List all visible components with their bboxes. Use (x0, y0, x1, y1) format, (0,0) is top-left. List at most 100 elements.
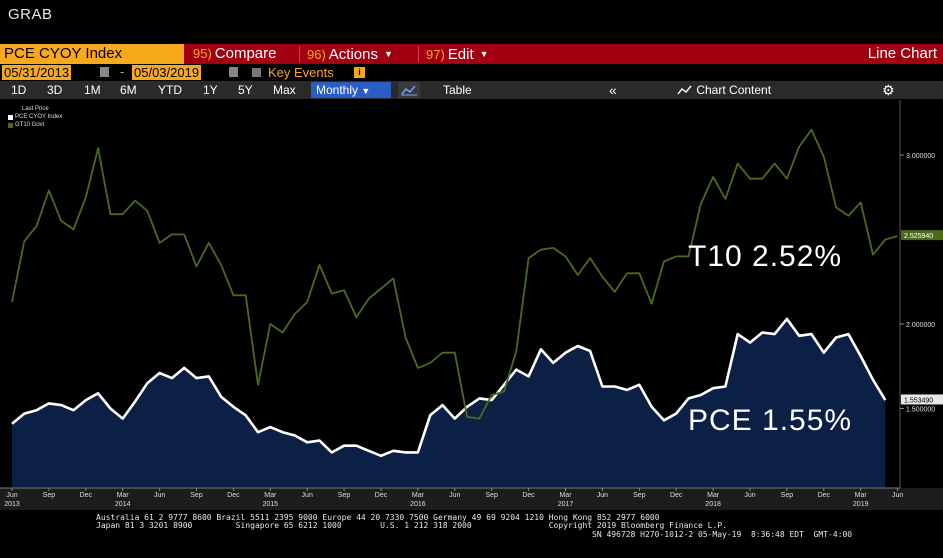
range-6m-button[interactable]: 6M (120, 83, 137, 97)
compare-label: Compare (214, 45, 277, 62)
x-year-label: 2015 (263, 501, 279, 508)
range-ytd-button[interactable]: YTD (158, 83, 182, 97)
table-button[interactable]: Table (443, 83, 472, 97)
x-tick-label: Dec (227, 492, 240, 499)
end-date-input[interactable]: 05/03/2019 (132, 65, 202, 80)
line-chart: 3.000000 2.000000 1.500000 2.525940 1.553490… (0, 100, 943, 510)
x-tick-label: Sep (43, 492, 56, 499)
pce-annotation: PCE 1.55% (688, 404, 853, 437)
x-tick-label: Mar (707, 492, 720, 499)
legend-label-pce: PCE CYOY Index (15, 114, 63, 120)
ticker-input[interactable]: PCE CYOY Index (0, 44, 184, 64)
actions-number: 96) (307, 47, 326, 62)
key-events-checkbox[interactable] (252, 68, 261, 77)
legend-label-gt10: GT10 Govt (15, 122, 45, 128)
chart-icon (677, 85, 692, 95)
legend-swatch (8, 122, 13, 128)
x-tick-label: Jun (449, 492, 460, 499)
key-events-label[interactable]: Key Events (268, 65, 334, 80)
frequency-label: Monthly (316, 83, 359, 97)
command-bar (0, 44, 943, 64)
range-1d-button[interactable]: 1D (11, 83, 27, 97)
y-tick-label: 1.500000 (906, 407, 935, 414)
last-value-label: 2.525940 (904, 233, 933, 240)
x-tick-label: Sep (190, 492, 203, 499)
y-tick-label: 2.000000 (906, 322, 935, 329)
x-tick-label: Jun (597, 492, 608, 499)
edit-label: Edit (447, 46, 474, 63)
x-year-label: 2013 (4, 501, 20, 508)
pce-last-value-tag: 1.553490 (901, 394, 943, 405)
x-axis-band (0, 488, 943, 510)
footer-line-2: Japan 81 3 3201 8900 Singapore 65 6212 1… (96, 521, 727, 530)
compare-number: 95) (193, 46, 212, 61)
x-tick-label: Dec (375, 492, 388, 499)
x-tick-label: Jun (6, 492, 17, 499)
chart-content-label: Chart Content (696, 83, 772, 97)
double-chevron-left-icon[interactable]: « (609, 82, 617, 98)
footer-line-1: Australia 61 2 9777 8600 Brazil 5511 239… (96, 513, 660, 522)
x-tick-label: Sep (633, 492, 646, 499)
caret-down-icon: ▼ (361, 86, 371, 96)
x-tick-label: Dec (818, 492, 831, 499)
range-1y-button[interactable]: 1Y (203, 83, 218, 97)
last-value-box (901, 230, 943, 241)
edit-menu-button[interactable]: 97) Edit ▼ (426, 44, 489, 64)
x-year-label: 2018 (705, 501, 721, 508)
x-year-label: 2017 (558, 501, 574, 508)
legend-entry-gt10: GT10 Govt (8, 121, 62, 129)
caret-down-icon: ▼ (384, 49, 393, 59)
range-toolbar (0, 81, 943, 99)
footer-session-info: SN 496728 H270-1012-2 05-May-19 8:36:48 … (592, 530, 853, 539)
chart-type-label[interactable]: Line Chart (867, 45, 937, 62)
divider (418, 46, 419, 62)
frequency-dropdown[interactable]: Monthly ▼ (311, 82, 391, 98)
gt10-last-value-tag: 2.525940 (901, 230, 943, 241)
x-year-label: 2019 (853, 501, 869, 508)
range-3d-button[interactable]: 3D (47, 83, 63, 97)
x-tick-label: Sep (338, 492, 351, 499)
gear-icon[interactable]: ⚙ (882, 82, 895, 98)
x-year-label: 2016 (410, 501, 426, 508)
line-chart-icon[interactable] (398, 82, 420, 98)
range-max-button[interactable]: Max (273, 83, 296, 97)
x-tick-label: Mar (412, 492, 425, 499)
x-tick-label: Jun (154, 492, 165, 499)
x-tick-label: Dec (80, 492, 93, 499)
legend-title: Last Price (22, 106, 49, 112)
divider (299, 46, 300, 62)
x-tick-label: Sep (485, 492, 498, 499)
info-icon[interactable]: i (354, 67, 365, 78)
calendar-icon[interactable] (100, 67, 109, 77)
x-tick-label: Sep (781, 492, 794, 499)
y-tick-label: 3.000000 (906, 153, 935, 160)
x-tick-label: Mar (117, 492, 130, 499)
legend-swatch (8, 114, 13, 120)
calendar-icon[interactable] (229, 67, 238, 77)
caret-down-icon: ▼ (479, 49, 489, 59)
last-value-box (901, 394, 943, 405)
range-5y-button[interactable]: 5Y (238, 83, 253, 97)
t10-annotation: T10 2.52% (688, 240, 843, 273)
chart-content-button[interactable]: Chart Content (677, 81, 771, 99)
x-tick-label: Dec (522, 492, 535, 499)
footer-contacts: Australia 61 2 9777 8600 Brazil 5511 239… (96, 514, 727, 530)
start-date-input[interactable]: 05/31/2013 (2, 65, 72, 80)
window-title: GRAB (8, 6, 53, 23)
actions-menu-button[interactable]: 96) Actions ▼ (307, 44, 393, 64)
x-tick-label: Mar (855, 492, 868, 499)
x-tick-label: Jun (744, 492, 755, 499)
date-separator: - (120, 64, 125, 79)
x-tick-label: Mar (264, 492, 277, 499)
compare-button[interactable]: 95) Compare (193, 44, 277, 64)
last-value-label: 1.553490 (904, 397, 933, 404)
pce-series-line (11, 317, 887, 458)
x-year-label: 2014 (115, 501, 131, 508)
actions-label: Actions (328, 46, 378, 63)
range-1m-button[interactable]: 1M (84, 83, 101, 97)
chart-area: 3.000000 2.000000 1.500000 2.525940 1.553490… (0, 100, 943, 519)
x-tick-label: Dec (670, 492, 683, 499)
legend-entry-pce: PCE CYOY Index (8, 113, 62, 121)
pce-area (12, 318, 886, 488)
x-tick-label: Jun (302, 492, 313, 499)
